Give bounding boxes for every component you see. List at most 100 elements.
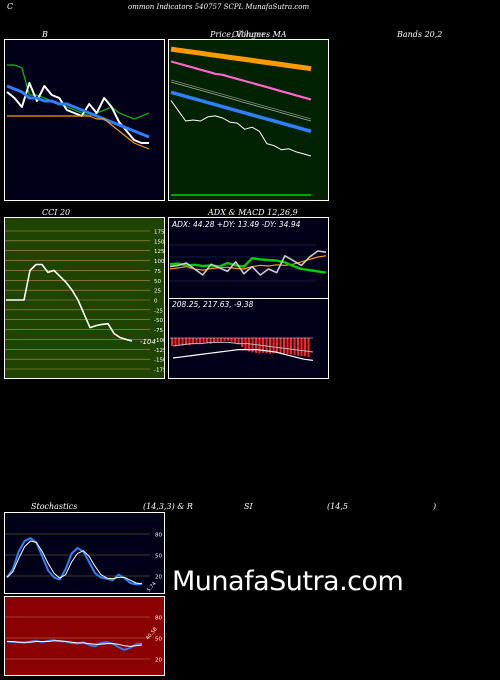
macd-histogram-bar: [185, 338, 188, 345]
rsi-tick-label: 20: [155, 658, 162, 664]
stochastics-chart: 80 50 205.74: [4, 512, 165, 594]
cci-tick-label: 150: [154, 239, 165, 245]
macd-histogram-bar: [290, 338, 293, 355]
cci-tick-label: -75: [154, 328, 163, 334]
macd-histogram-bar: [171, 338, 174, 347]
macd-histogram-bar: [202, 338, 205, 343]
macd-histogram-bar: [178, 338, 181, 346]
cci-tick-label: -100: [154, 338, 165, 344]
bollinger-middle-line: [6, 84, 150, 139]
label-stoch-params: (14,3,3) & R: [143, 502, 193, 511]
macd-histogram-bar: [300, 338, 303, 356]
price-ma-chart: [168, 39, 329, 201]
macd-histogram-bar: [213, 338, 216, 343]
adx-panel: ADX: 44.28 +DY: 13.49 -DY: 34.94: [168, 217, 329, 299]
price-ma-envelope-upper: [170, 79, 312, 120]
macd-histogram-bar: [206, 338, 209, 344]
watermark: MunafaSutra.com: [172, 566, 404, 597]
price-ma-ma-short-line: [170, 90, 312, 133]
cci-tick-label: 75: [154, 269, 161, 275]
cci-tick-label: 50: [154, 279, 161, 285]
bollinger-panel: [4, 39, 165, 201]
macd-histogram-bar: [286, 338, 289, 355]
macd-histogram-bar: [195, 338, 198, 344]
cci-tick-label: 100: [154, 259, 165, 265]
macd-histogram-bar: [283, 338, 286, 354]
stoch-tick-label: 80: [155, 533, 162, 539]
label-price-ma: Price, Volumes MA: [210, 30, 287, 39]
stoch-tick-label: 50: [155, 554, 162, 560]
macd-histogram-bar: [234, 338, 237, 343]
rsi-smooth-line: [7, 640, 143, 647]
adx-chart: ADX: 44.28 +DY: 13.49 -DY: 34.94: [168, 217, 329, 299]
price-ma-panel: [168, 39, 329, 201]
macd-histogram-bar: [269, 338, 272, 354]
page-title: ommon Indicators 540757 SCPL MunafaSutra…: [128, 3, 310, 11]
stoch-last-value: 5.74: [146, 581, 158, 593]
stochastics-panel: 80 50 20 5.74: [4, 512, 165, 594]
macd-panel: 208.25, 217.63, -9.38: [168, 298, 329, 379]
bollinger-upper-line: [7, 64, 150, 120]
cci-chart: 175 150 125 100 75 50 25 0 -25 -50 -75 -100 -125 -150…: [4, 217, 167, 379]
macd-histogram-bar: [276, 338, 279, 353]
cci-tick-label: -25: [154, 308, 163, 314]
macd-histogram-bar: [227, 338, 230, 341]
price-ma-envelope-lower: [170, 81, 312, 122]
macd-histogram-bar: [181, 338, 184, 346]
macd-histogram-bar: [279, 338, 282, 354]
macd-histogram-bar: [241, 338, 244, 347]
price-ma-ma-long-line: [170, 46, 312, 72]
stoch-tick-label: 20: [155, 575, 162, 581]
macd-line: [172, 348, 314, 361]
macd-histogram-bar: [174, 338, 177, 346]
bollinger-lower-line: [7, 115, 150, 150]
label-bollinger-overlap: Ollinger: [232, 30, 266, 39]
macd-histogram-bar: [304, 338, 307, 357]
label-cci: CCI 20: [42, 208, 71, 217]
label-stochastics: Stochastics: [31, 502, 78, 511]
label-bands: Bands 20,2: [397, 30, 443, 39]
macd-histogram-bar: [223, 338, 226, 342]
label-rsi-si: SI: [244, 502, 253, 511]
macd-histogram-bar: [272, 338, 275, 354]
label-adx-macd: ADX & MACD 12,26,9: [208, 208, 298, 217]
macd-histogram-bar: [307, 338, 310, 357]
bollinger-price-line: [6, 82, 149, 144]
macd-signal-line: [172, 341, 314, 353]
macd-histogram-bar: [251, 338, 254, 353]
rsi-tick-label: 50: [155, 637, 162, 643]
price-ma-price-line: [170, 100, 312, 157]
macd-histogram-bar: [220, 338, 223, 342]
macd-histogram-bar: [293, 338, 296, 356]
label-rsi-close: ): [433, 502, 437, 511]
adx-ADX-line: [169, 250, 327, 276]
macd-histogram-bar: [199, 338, 202, 343]
cci-tick-label: -150: [154, 358, 165, 364]
label-rsi-params: (14,5: [327, 502, 348, 511]
header-c: C: [7, 2, 14, 11]
rsi-panel: 80 50 20 40.58: [4, 596, 165, 676]
adx-readout: ADX: 44.28 +DY: 13.49 -DY: 34.94: [171, 220, 301, 229]
cci-panel: 175 150 125 100 75 50 25 0 -25 -50 -75 -100 -125 -150…: [4, 217, 167, 379]
price-ma-ma-mid-line: [170, 60, 312, 101]
macd-chart: 208.25, 217.63, -9.38: [168, 298, 329, 379]
rsi-tick-label: 80: [155, 616, 162, 622]
cci-last-value: -104: [140, 338, 156, 346]
stoch-k-line: [6, 537, 143, 586]
macd-readout: 208.25, 217.63, -9.38: [172, 300, 254, 309]
cci-tick-label: -125: [154, 348, 165, 354]
macd-histogram-bar: [248, 338, 251, 352]
macd-histogram-bar: [209, 338, 212, 344]
adx-minus-DY-line: [169, 257, 327, 274]
cci-tick-label: 25: [154, 289, 161, 295]
macd-histogram-bar: [258, 338, 261, 354]
cci-line: [6, 263, 133, 342]
bollinger-chart: [4, 39, 165, 201]
cci-tick-label: 125: [154, 249, 165, 255]
macd-histogram-bar: [237, 338, 240, 345]
cci-tick-label: 175: [154, 230, 165, 236]
stoch-d-line: [6, 540, 143, 585]
macd-histogram-bar: [192, 338, 195, 345]
cci-tick-label: -50: [154, 318, 163, 324]
